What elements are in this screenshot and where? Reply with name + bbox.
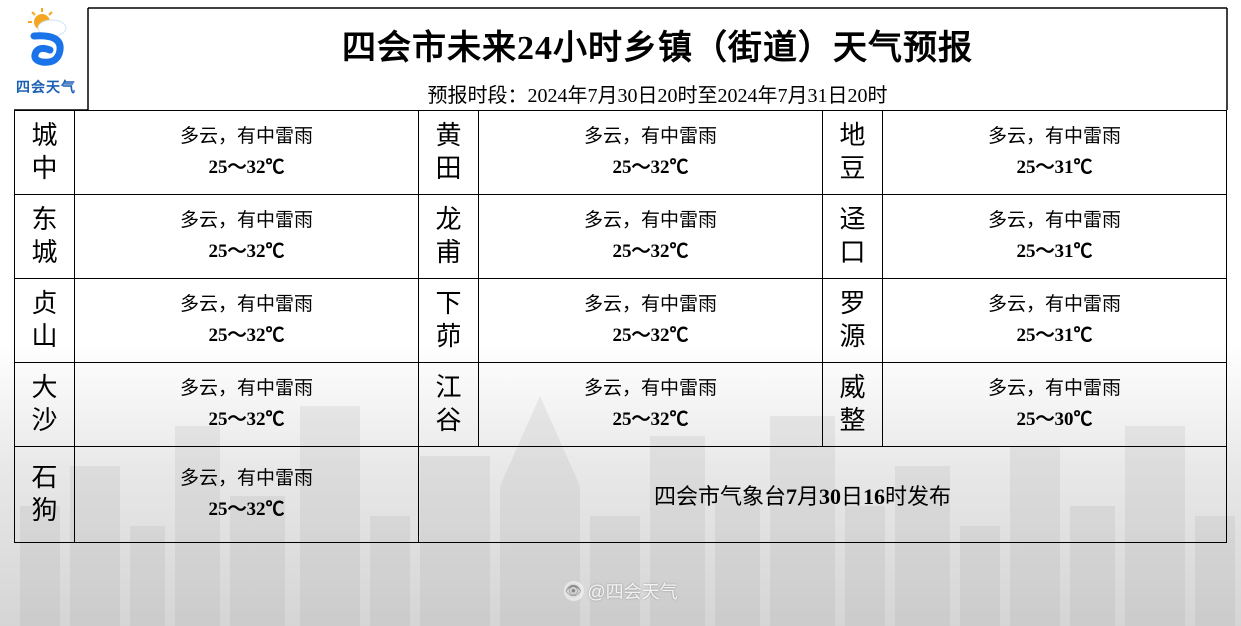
temperature-range: 25～32℃ [79,405,414,435]
location-name: 威整 [823,363,883,447]
condition-text: 多云，有中雷雨 [887,122,1222,152]
forecast-cell: 多云，有中雷雨25～31℃ [883,279,1227,363]
location-name: 下茆 [419,279,479,363]
title-suffix: 小时乡镇（街道）天气预报 [553,30,973,67]
watermark: 👁 @四会天气 [563,578,677,604]
condition-text: 多云，有中雷雨 [887,290,1222,320]
title-hours: 24 [517,30,553,67]
temperature-range: 25～32℃ [483,237,818,267]
forecast-cell: 多云，有中雷雨25～31℃ [883,111,1227,195]
forecast-cell: 多云，有中雷雨25～30℃ [883,363,1227,447]
condition-text: 多云，有中雷雨 [483,374,818,404]
temperature-range: 25～31℃ [887,321,1222,351]
forecast-cell: 多云，有中雷雨25～32℃ [479,363,823,447]
condition-text: 多云，有中雷雨 [483,122,818,152]
temperature-range: 25～32℃ [79,153,414,183]
logo-text: 四会天气 [6,77,86,97]
temperature-range: 25～32℃ [483,153,818,183]
location-name: 地豆 [823,111,883,195]
outer-frame: 四会市未来24小时乡镇（街道）天气预报 预报时段：2024年7月30日20时至2… [88,8,1227,106]
forecast-cell: 多云，有中雷雨25～32℃ [75,111,419,195]
page-title: 四会市未来24小时乡镇（街道）天气预报 [88,20,1227,69]
temperature-range: 25～32℃ [483,321,818,351]
location-name: 江谷 [419,363,479,447]
temperature-range: 25～31℃ [887,153,1222,183]
condition-text: 多云，有中雷雨 [79,122,414,152]
location-name: 罗源 [823,279,883,363]
condition-text: 多云，有中雷雨 [79,290,414,320]
location-name: 东城 [15,195,75,279]
location-name: 迳口 [823,195,883,279]
forecast-cell: 多云，有中雷雨25～32℃ [75,279,419,363]
forecast-cell: 多云，有中雷雨25～32℃ [479,195,823,279]
forecast-cell: 多云，有中雷雨25～32℃ [75,195,419,279]
temperature-range: 25～32℃ [483,405,818,435]
temperature-range: 25～30℃ [887,405,1222,435]
condition-text: 多云，有中雷雨 [483,206,818,236]
location-name: 城中 [15,111,75,195]
forecast-period: 预报时段：2024年7月30日20时至2024年7月31日20时 [88,79,1227,108]
location-name: 龙甫 [419,195,479,279]
temperature-range: 25～31℃ [887,237,1222,267]
condition-text: 多云，有中雷雨 [887,374,1222,404]
condition-text: 多云，有中雷雨 [79,206,414,236]
location-name: 贞山 [15,279,75,363]
forecast-cell: 多云，有中雷雨25～32℃ [75,363,419,447]
condition-text: 多云，有中雷雨 [483,290,818,320]
temperature-range: 25～32℃ [79,495,414,525]
condition-text: 多云，有中雷雨 [79,374,414,404]
watermark-text: @四会天气 [587,578,677,604]
condition-text: 多云，有中雷雨 [79,464,414,494]
location-name: 黄田 [419,111,479,195]
temperature-range: 25～32℃ [79,321,414,351]
logo: 四会天气 [6,6,86,97]
title-prefix: 四会市未来 [342,30,517,67]
weibo-icon: 👁 [563,581,583,601]
location-name: 大沙 [15,363,75,447]
forecast-cell: 多云，有中雷雨25～31℃ [883,195,1227,279]
forecast-cell: 多云，有中雷雨25～32℃ [479,111,823,195]
condition-text: 多云，有中雷雨 [887,206,1222,236]
forecast-cell: 多云，有中雷雨25～32℃ [75,447,419,543]
temperature-range: 25～32℃ [79,237,414,267]
location-name: 石狗 [15,447,75,543]
forecast-cell: 多云，有中雷雨25～32℃ [479,279,823,363]
issuance-info: 四会市气象台7月30日16时发布 [419,447,1227,543]
forecast-table: 城中多云，有中雷雨25～32℃黄田多云，有中雷雨25～32℃地豆多云，有中雷雨2… [14,110,1227,543]
